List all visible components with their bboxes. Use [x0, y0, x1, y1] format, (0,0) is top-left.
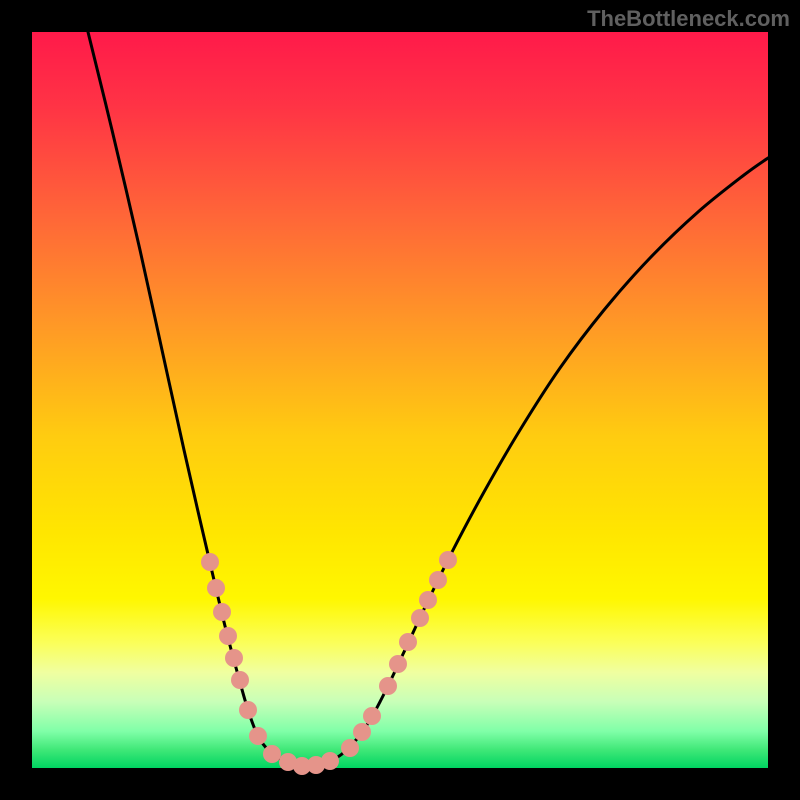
curve-layer [0, 0, 800, 800]
data-marker [249, 727, 267, 745]
data-marker [219, 627, 237, 645]
watermark-text: TheBottleneck.com [587, 6, 790, 32]
data-marker [341, 739, 359, 757]
data-marker [321, 752, 339, 770]
data-marker [201, 553, 219, 571]
data-marker [399, 633, 417, 651]
data-marker [207, 579, 225, 597]
data-marker [429, 571, 447, 589]
data-marker [225, 649, 243, 667]
data-marker [411, 609, 429, 627]
data-marker [231, 671, 249, 689]
data-marker [353, 723, 371, 741]
data-marker [419, 591, 437, 609]
data-marker [263, 745, 281, 763]
v-curve-path [88, 32, 768, 766]
data-marker [439, 551, 457, 569]
marker-group [201, 551, 457, 775]
data-marker [389, 655, 407, 673]
data-marker [239, 701, 257, 719]
data-marker [213, 603, 231, 621]
data-marker [379, 677, 397, 695]
data-marker [363, 707, 381, 725]
